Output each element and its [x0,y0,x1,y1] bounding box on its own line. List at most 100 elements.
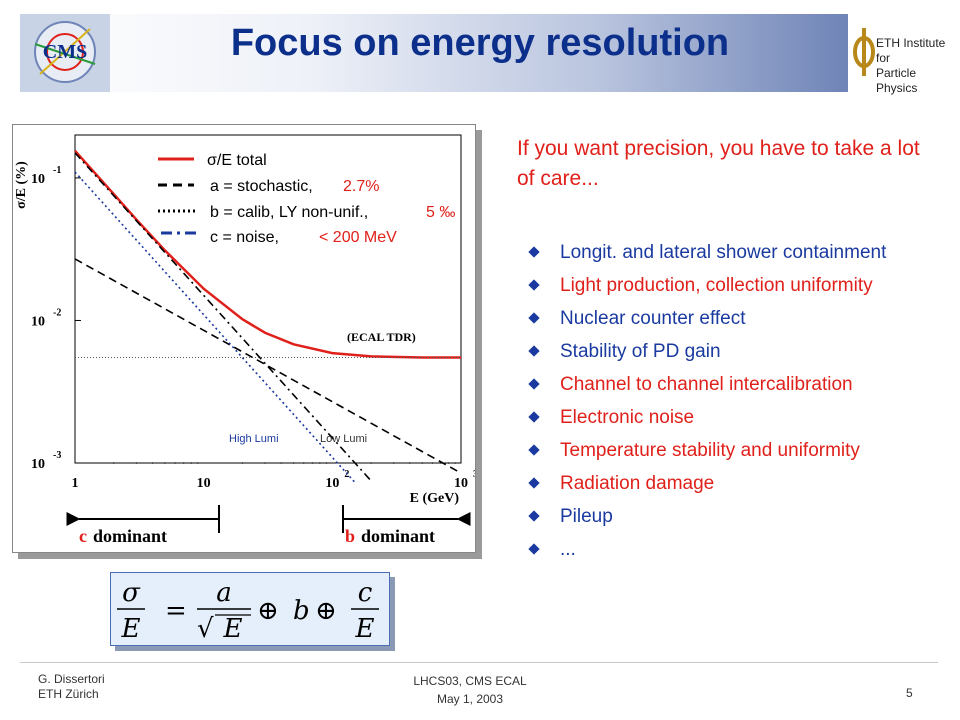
footer-author: G. Dissertori ETH Zürich [38,672,105,702]
diamond-bullet-icon [528,378,540,390]
formula-box: σ E = a √ E ⊕ b ⊕ c E [110,572,390,646]
x-minor-tick [319,462,321,464]
bullet-text: Temperature stability and uniformity [560,440,860,461]
diamond-bullet-icon [528,510,540,522]
page-number: 5 [906,686,913,700]
low-lumi-label: Low Lumi [320,433,367,445]
x-tick-label: 1 [72,476,79,491]
diamond-bullet-icon [528,477,540,489]
legend-value-noise: < 200 MeV [319,229,397,246]
bullet-item: Longit. and lateral shower containment [528,240,950,265]
bullet-text: Light production, collection uniformity [560,275,873,296]
resolution-plot: 11010210310-110-210-3 σ/E (%) E (GeV) (E… [14,134,478,546]
y-tick-exponent: -3 [53,450,61,461]
diamond-bullet-icon [528,444,540,456]
x-minor-tick [151,462,154,464]
y-tick-exponent: -2 [53,307,61,318]
y-tick-label: 10 [31,314,45,329]
y-axis-label: σ/E (%) [14,161,29,209]
x-minor-tick [421,462,424,464]
footer-date: May 1, 2003 [436,692,504,706]
x-minor-tick [370,462,372,464]
x-minor-tick [241,462,244,464]
bullet-item: ... [528,537,950,562]
formula-c: c [358,578,373,608]
legend-value-calib: 5 ‰ [426,204,455,221]
cms-logo-text: CMS [43,41,87,63]
bullet-item: Pileup [528,504,950,529]
high-lumi-label: High Lumi [229,433,279,445]
eth-logo-text: ETH Institute for Particle Physics [876,36,960,96]
formula-e: E [121,614,141,644]
x-minor-tick [264,462,266,464]
bullet-text: Electronic noise [560,407,695,428]
page-title: Focus on energy resolution [230,22,730,64]
diamond-bullet-icon [528,312,540,324]
series-line-1 [74,258,462,474]
c-dominant-label: c dominant [79,526,167,546]
formula-oplus-2: ⊕ [315,596,337,626]
bullet-item: Radiation damage [528,471,950,496]
legend-label-total: σ/E total [207,152,267,169]
diamond-bullet-icon [528,246,540,258]
footer-conference: LHCS03, CMS ECAL [413,674,527,688]
x-minor-tick [408,462,411,464]
resolution-plot-frame: 11010210310-110-210-3 σ/E (%) E (GeV) (E… [12,124,478,553]
x-minor-tick [174,462,176,464]
legend-label-calib: b = calib, LY non-unif., [210,204,368,221]
x-minor-tick [325,462,328,464]
x-minor-tick [311,462,314,464]
formula-c-e: E [355,614,375,644]
x-minor-tick [302,462,305,464]
legend-value-stochastic: 2.7% [343,178,379,195]
bullet-text: Nuclear counter effect [560,308,746,329]
resolution-formula: σ E = a √ E ⊕ b ⊕ c E [117,578,379,644]
bullet-text: Pileup [560,506,613,527]
x-minor-tick [454,462,456,464]
chart-annotation: (ECAL TDR) [347,330,416,344]
bullet-list: Longit. and lateral shower containment Li… [528,240,950,570]
x-minor-tick [447,462,450,464]
bullet-text: Longit. and lateral shower containment [560,242,887,263]
x-tick-label: 10 [454,476,468,491]
x-tick-label: 10 [197,476,211,491]
x-minor-tick [190,462,192,464]
formula-sigma: σ [122,578,141,608]
formula-b: b [293,596,310,626]
x-minor-tick [196,462,199,464]
footer-author-name: G. Dissertori [38,672,105,686]
footer-institute: ETH Zürich [38,687,99,701]
formula-equals: = [165,596,187,626]
diamond-bullet-icon [528,411,540,423]
footer-divider [20,662,938,663]
x-minor-tick [392,462,395,464]
plot-axes-box [74,134,462,464]
x-minor-tick [431,462,434,464]
x-minor-tick [135,462,138,464]
bullet-item: Nuclear counter effect [528,306,950,331]
x-minor-tick [112,462,115,464]
x-minor-tick [182,462,185,464]
cms-logo: CMS [20,14,110,92]
bullet-item: Light production, collection uniformity [528,273,950,298]
series-line-0 [74,149,461,359]
x-minor-tick [280,462,282,464]
bullet-text: Channel to channel intercalibration [560,374,853,395]
plot-series [74,149,462,484]
intro-text: If you want precision, you have to take … [517,137,920,190]
bullet-item: Temperature stability and uniformity [528,438,950,463]
x-tick-exponent: 3 [473,469,475,480]
diamond-bullet-icon [528,279,540,291]
x-minor-tick [164,462,166,464]
eth-logo-line2: Particle Physics [876,66,918,95]
bullet-item: Electronic noise [528,405,950,430]
diamond-bullet-icon [528,543,540,555]
formula-oplus-1: ⊕ [257,596,279,626]
bullet-item: Channel to channel intercalibration [528,372,950,397]
formula-a: a [216,578,232,608]
axis-ticks: 11010210310-110-210-3 [31,165,478,491]
y-tick-label: 10 [31,172,45,187]
series-line-2 [74,152,372,482]
bullet-item: Stability of PD gain [528,339,950,364]
header-band [20,14,848,92]
